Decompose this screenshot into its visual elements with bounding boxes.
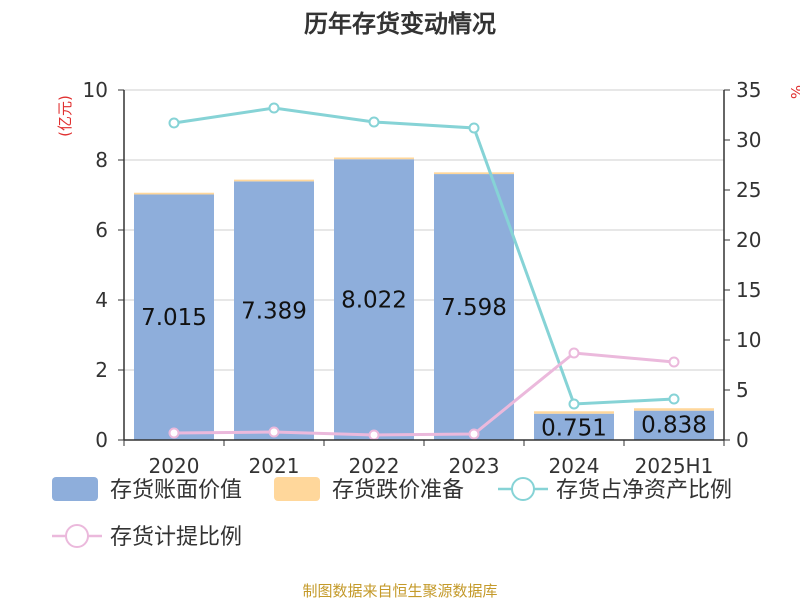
bar-impairment xyxy=(434,172,514,175)
bar-data-label: 7.015 xyxy=(141,305,207,331)
x-tick-label: 2021 xyxy=(249,454,300,478)
right-tick-label: 20 xyxy=(736,228,761,252)
x-tick-label: 2023 xyxy=(449,454,500,478)
left-tick-label: 6 xyxy=(95,218,108,242)
legend-swatch-book-value xyxy=(52,477,98,501)
x-tick-label: 2025H1 xyxy=(635,454,714,478)
point-provision-ratio xyxy=(568,347,580,359)
bar-impairment xyxy=(234,179,314,182)
bar-book-value xyxy=(634,410,714,440)
left-tick-label: 8 xyxy=(95,148,108,172)
right-tick-label: 15 xyxy=(736,278,761,302)
chart-title: 历年存货变动情况 xyxy=(304,10,496,38)
bar-data-label: 0.838 xyxy=(641,413,707,439)
right-tick-label: 5 xyxy=(736,378,749,402)
point-provision-ratio xyxy=(668,356,680,368)
point-net-asset-ratio xyxy=(168,117,180,129)
x-tick-label: 2022 xyxy=(349,454,400,478)
legend-label: 存货跌价准备 xyxy=(332,478,464,503)
point-provision-ratio xyxy=(268,426,280,438)
point-net-asset-ratio xyxy=(468,122,480,134)
point-net-asset-ratio xyxy=(568,398,580,410)
legend-swatch-impairment xyxy=(274,477,320,501)
bar-book-value xyxy=(434,174,514,440)
right-tick-label: 25 xyxy=(736,178,761,202)
x-tick-label: 2024 xyxy=(549,454,600,478)
legend-label: 存货账面价值 xyxy=(110,478,242,503)
point-net-asset-ratio xyxy=(368,116,380,128)
point-provision-ratio xyxy=(468,428,480,440)
data-label-layer: 7.015 7.389 8.022 7.598 0.751 0.838 xyxy=(141,288,707,442)
line-layer xyxy=(168,102,680,441)
bar-book-value xyxy=(234,181,314,440)
right-tick-label: 30 xyxy=(736,128,761,152)
point-provision-ratio xyxy=(368,429,380,441)
bar-layer xyxy=(134,157,714,441)
point-net-asset-ratio xyxy=(668,393,680,405)
axis-layer: 0 2 4 6 8 10 0 5 10 15 20 25 30 35 (亿元)% 2020 2021 2022 20… xyxy=(56,78,800,478)
source-note: 制图数据来自恒生聚源数据库 xyxy=(302,582,497,600)
bar-impairment xyxy=(534,411,614,414)
point-provision-ratio xyxy=(168,427,180,439)
x-tick-label: 2020 xyxy=(149,454,200,478)
left-tick-label: 10 xyxy=(83,78,108,102)
point-net-asset-ratio xyxy=(268,102,280,114)
bar-data-label: 0.751 xyxy=(541,416,607,442)
right-tick-label: 0 xyxy=(736,428,749,452)
left-tick-label: 2 xyxy=(95,358,108,382)
bar-book-value xyxy=(134,194,214,440)
bar-book-value xyxy=(534,413,614,440)
left-axis-unit: (亿元) xyxy=(56,95,74,137)
legend-marker-net-asset-ratio xyxy=(511,477,535,501)
bar-data-label: 7.598 xyxy=(441,295,507,321)
left-tick-label: 0 xyxy=(95,428,108,452)
bar-data-label: 8.022 xyxy=(341,288,407,314)
bar-impairment xyxy=(634,408,714,411)
line-provision-ratio xyxy=(173,351,675,437)
legend-label: 存货计提比例 xyxy=(110,525,242,550)
legend-marker-provision-ratio xyxy=(65,524,89,548)
left-tick-label: 4 xyxy=(95,288,108,312)
line-net-asset-ratio xyxy=(173,106,675,406)
bar-data-label: 7.389 xyxy=(241,299,307,325)
right-tick-label: 35 xyxy=(736,78,761,102)
bar-book-value xyxy=(334,159,414,441)
bar-impairment xyxy=(134,192,214,195)
right-axis-unit: % xyxy=(788,85,800,99)
legend-label: 存货占净资产比例 xyxy=(556,478,732,503)
right-tick-label: 10 xyxy=(736,328,761,352)
bar-impairment xyxy=(334,157,414,160)
